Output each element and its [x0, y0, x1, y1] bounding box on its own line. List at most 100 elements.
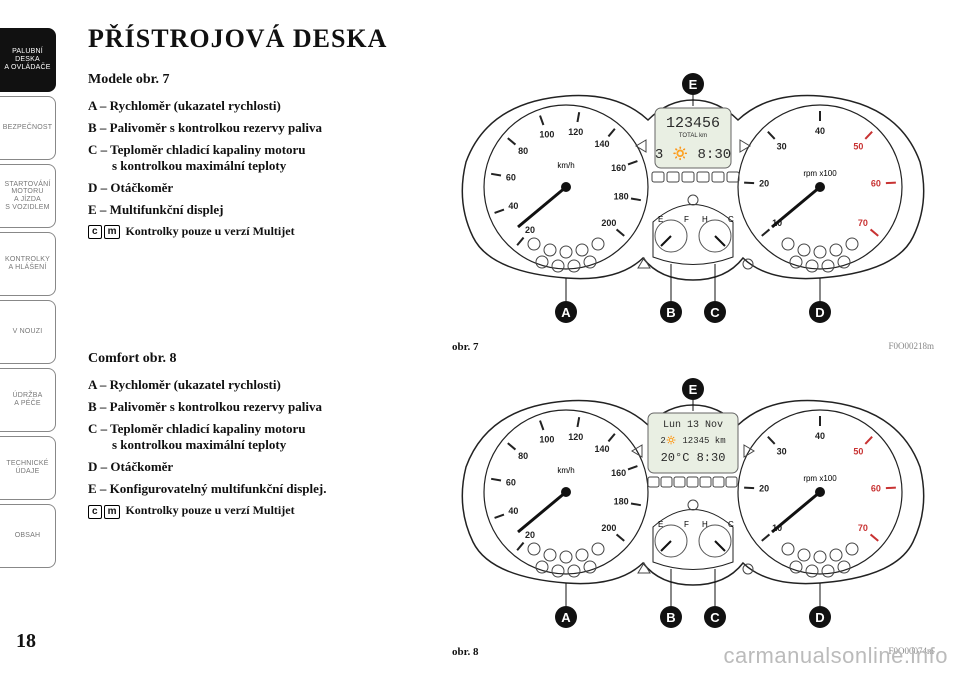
svg-text:30: 30 [777, 141, 787, 151]
note-icon: c [88, 505, 102, 519]
tab-label: BEZPEČNOST [3, 124, 52, 132]
tab-techdata[interactable]: TECHNICKÉÚDAJE [0, 436, 56, 500]
svg-text:120: 120 [568, 127, 583, 137]
list-item: B – Palivoměr s kontrolkou rezervy paliv… [88, 120, 418, 136]
list-item-text: C – Teploměr chladicí kapaliny motoru [88, 142, 306, 157]
fuel-empty-label: E [658, 215, 663, 224]
note-text: Kontrolky pouze u verzí Multijet [125, 224, 294, 238]
tab-label: OBSAH [15, 532, 41, 540]
callout-a: A [561, 610, 571, 625]
temp-cold-label: C [728, 215, 734, 224]
lcd-date: Lun 13 Nov [663, 420, 723, 431]
svg-text:160: 160 [611, 163, 626, 173]
tab-emergency[interactable]: V NOUZI [0, 300, 56, 364]
svg-text:140: 140 [594, 139, 609, 149]
svg-text:20: 20 [759, 484, 769, 494]
tab-index[interactable]: OBSAH [0, 504, 56, 568]
sidebar-tabs: PALUBNÍDESKAA OVLÁDAČE BEZPEČNOST STARTO… [0, 28, 56, 572]
svg-text:80: 80 [518, 451, 528, 461]
tab-label: STARTOVÁNÍMOTORUA JÍZDAS VOZIDLEM [5, 181, 51, 212]
section-obr8: Comfort obr. 8 A – Rychloměr (ukazatel r… [88, 351, 418, 518]
callout-a: A [561, 305, 571, 320]
list-item: E – Multifunkční displej [88, 202, 418, 218]
svg-text:60: 60 [871, 484, 881, 494]
callout-b: B [666, 610, 675, 625]
speedo-unit: km/h [557, 161, 574, 170]
svg-text:200: 200 [601, 218, 616, 228]
svg-text:60: 60 [506, 172, 516, 182]
svg-text:50: 50 [853, 446, 863, 456]
section-obr7: Modele obr. 7 A – Rychloměr (ukazatel ry… [88, 72, 418, 239]
dashboard-svg-8: 20406080100120140160180200 km/h 10203040… [448, 377, 938, 637]
tab-dashboard[interactable]: PALUBNÍDESKAA OVLÁDAČE [0, 28, 56, 92]
list-item: D – Otáčkoměr [88, 459, 418, 475]
lcd-temp-time: 20°C 8:30 [661, 451, 726, 465]
list-item-sub: s kontrolkou maximální teploty [88, 437, 418, 453]
svg-text:180: 180 [614, 192, 629, 202]
svg-text:20: 20 [525, 225, 535, 235]
tab-safety[interactable]: BEZPEČNOST [0, 96, 56, 160]
dashboard-svg-7: 20406080100120140160180200 km/h 10203040… [448, 72, 938, 332]
text-column: Modele obr. 7 A – Rychloměr (ukazatel ry… [88, 72, 418, 541]
list-item: C – Teploměr chladicí kapaliny motoru s … [88, 142, 418, 174]
fuel-full-label: F [684, 215, 689, 224]
note-icon: m [104, 225, 121, 239]
tab-warnings[interactable]: KONTROLKYA HLÁŠENÍ [0, 232, 56, 296]
svg-text:40: 40 [508, 506, 518, 516]
callout-c: C [710, 305, 720, 320]
svg-text:20: 20 [759, 179, 769, 189]
tab-maintenance[interactable]: ÚDRŽBAA PÉČE [0, 368, 56, 432]
lcd-total: TOTAL km [679, 133, 707, 139]
fuel-empty-label: E [658, 520, 663, 529]
svg-text:100: 100 [539, 129, 554, 139]
callout-d: D [815, 305, 824, 320]
note-icon: c [88, 225, 102, 239]
svg-text:180: 180 [614, 497, 629, 507]
list-item: A – Rychloměr (ukazatel rychlosti) [88, 98, 418, 114]
tab-label: KONTROLKYA HLÁŠENÍ [5, 256, 50, 271]
list-item: E – Konfigurovatelný multifunkční disple… [88, 481, 418, 497]
svg-text:160: 160 [611, 468, 626, 478]
watermark: carmanualsonline.info [723, 643, 948, 669]
tab-label: TECHNICKÉÚDAJE [6, 460, 48, 475]
list-item-text: C – Teploměr chladicí kapaliny motoru [88, 421, 306, 436]
note-icon: m [104, 505, 121, 519]
figure-7: 20406080100120140160180200 km/h 10203040… [448, 72, 938, 353]
svg-text:40: 40 [815, 431, 825, 441]
list-item: C – Teploměr chladicí kapaliny motoru s … [88, 421, 418, 453]
lcd-time: 3 🔅 8:30 [655, 146, 731, 163]
svg-text:50: 50 [853, 141, 863, 151]
temp-hot-label: H [702, 520, 708, 529]
svg-text:140: 140 [594, 444, 609, 454]
svg-text:120: 120 [568, 432, 583, 442]
speedo-unit: km/h [557, 466, 574, 475]
svg-text:200: 200 [601, 523, 616, 533]
svg-text:70: 70 [858, 523, 868, 533]
figure-column: 20406080100120140160180200 km/h 10203040… [448, 72, 938, 682]
fuel-full-label: F [684, 520, 689, 529]
footnote: cm Kontrolky pouze u verzí Multijet [88, 224, 418, 239]
lcd-odometer: 123456 [666, 115, 720, 132]
figure-label: obr. 7 [452, 341, 479, 353]
section-heading: Modele obr. 7 [88, 72, 418, 88]
svg-text:20: 20 [525, 530, 535, 540]
temp-cold-label: C [728, 520, 734, 529]
footnote: cm Kontrolky pouze u verzí Multijet [88, 503, 418, 518]
callout-e: E [689, 382, 698, 397]
figure-code: F0O00218m [888, 341, 934, 353]
callout-b: B [666, 305, 675, 320]
tab-label: PALUBNÍDESKAA OVLÁDAČE [4, 48, 50, 71]
figure-8: 20406080100120140160180200 km/h 10203040… [448, 377, 938, 658]
svg-text:60: 60 [506, 477, 516, 487]
svg-text:30: 30 [777, 446, 787, 456]
lcd-trip: 2🔅 12345 km [660, 435, 725, 446]
figure-label: obr. 8 [452, 646, 479, 658]
tab-starting[interactable]: STARTOVÁNÍMOTORUA JÍZDAS VOZIDLEM [0, 164, 56, 228]
tab-label: V NOUZI [13, 328, 43, 336]
svg-text:70: 70 [858, 218, 868, 228]
section-heading: Comfort obr. 8 [88, 351, 418, 367]
list-item-sub: s kontrolkou maximální teploty [88, 158, 418, 174]
page-number: 18 [16, 630, 36, 653]
page-title: PŘÍSTROJOVÁ DESKA [88, 24, 938, 54]
callout-c: C [710, 610, 720, 625]
